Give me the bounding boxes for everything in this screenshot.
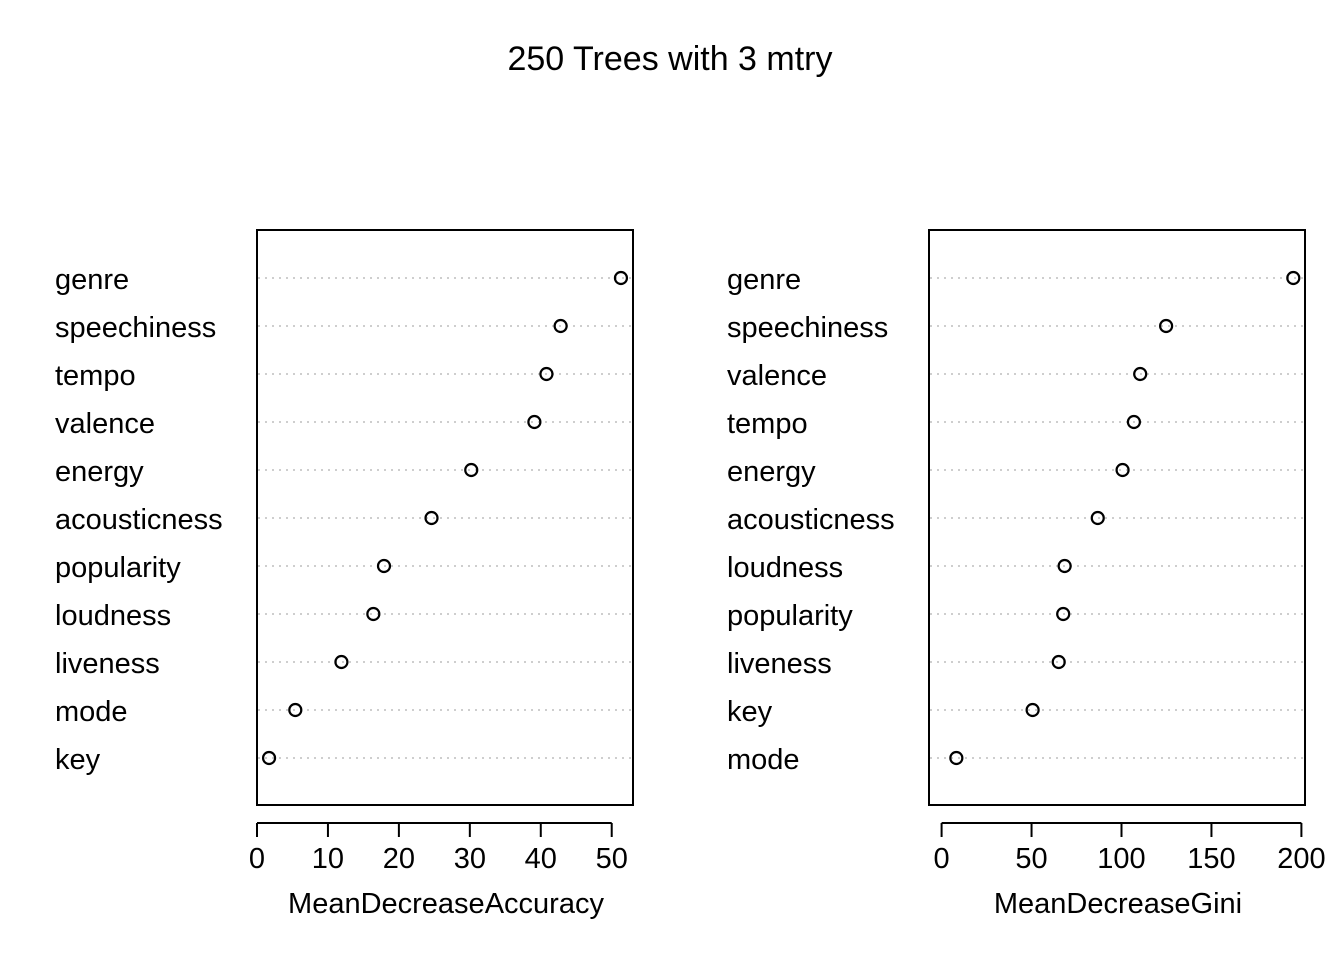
category-label: liveness: [727, 648, 832, 680]
category-label: energy: [727, 456, 816, 488]
category-label: valence: [727, 360, 827, 392]
category-label: key: [727, 696, 773, 728]
data-point: [1057, 558, 1072, 574]
data-point: [334, 654, 349, 670]
data-point: [553, 318, 568, 334]
data-point: [464, 462, 479, 478]
data-point: [288, 702, 303, 718]
data-point: [949, 750, 964, 766]
accuracy-panel: genre speechiness tempo valence energy acoust…: [55, 229, 634, 920]
x-tick-label: 0: [249, 843, 265, 875]
data-point: [376, 558, 392, 574]
x-tick-label: 0: [934, 843, 950, 875]
category-label: popularity: [727, 600, 853, 632]
category-label: acousticness: [55, 504, 223, 536]
x-tick-label: 50: [1015, 843, 1047, 875]
x-tick-label: 200: [1277, 843, 1325, 875]
category-label: valence: [55, 408, 155, 440]
data-point: [1126, 414, 1142, 430]
data-point: [424, 510, 439, 526]
category-label: key: [55, 744, 101, 776]
data-point: [1090, 510, 1105, 526]
x-axis-label: MeanDecreaseGini: [994, 888, 1242, 920]
plot-frame: [928, 229, 1306, 806]
data-point: [539, 366, 554, 382]
data-point: [1051, 654, 1066, 670]
category-label: loudness: [55, 600, 171, 632]
gini-panel: genre speechiness valence tempo energy acoust…: [727, 229, 1326, 920]
category-label: genre: [55, 264, 129, 296]
x-tick-label: 100: [1097, 843, 1145, 875]
x-tick-label: 20: [383, 843, 415, 875]
category-label: loudness: [727, 552, 843, 584]
data-point: [1056, 606, 1071, 622]
category-label: mode: [727, 744, 800, 776]
category-label: speechiness: [55, 312, 216, 344]
data-point: [261, 750, 277, 766]
category-label: tempo: [727, 408, 808, 440]
data-point: [1115, 462, 1130, 478]
data-point: [527, 414, 542, 430]
data-point: [1159, 318, 1174, 334]
category-label: genre: [727, 264, 801, 296]
data-point: [1133, 366, 1148, 382]
chart-title: 250 Trees with 3 mtry: [507, 40, 832, 78]
x-tick-label: 10: [312, 843, 344, 875]
x-tick-label: 150: [1187, 843, 1235, 875]
data-point: [366, 606, 381, 622]
x-tick-label: 30: [454, 843, 486, 875]
plot-frame: [256, 229, 634, 806]
x-tick-label: 40: [525, 843, 557, 875]
category-label: mode: [55, 696, 128, 728]
category-label: energy: [55, 456, 144, 488]
category-label: acousticness: [727, 504, 895, 536]
category-label: liveness: [55, 648, 160, 680]
data-point: [1286, 270, 1301, 286]
data-point: [1025, 702, 1040, 718]
x-axis-label: MeanDecreaseAccuracy: [288, 888, 604, 920]
category-label: tempo: [55, 360, 136, 392]
x-tick-label: 50: [596, 843, 628, 875]
data-point: [613, 270, 629, 286]
category-label: popularity: [55, 552, 181, 584]
category-label: speechiness: [727, 312, 888, 344]
